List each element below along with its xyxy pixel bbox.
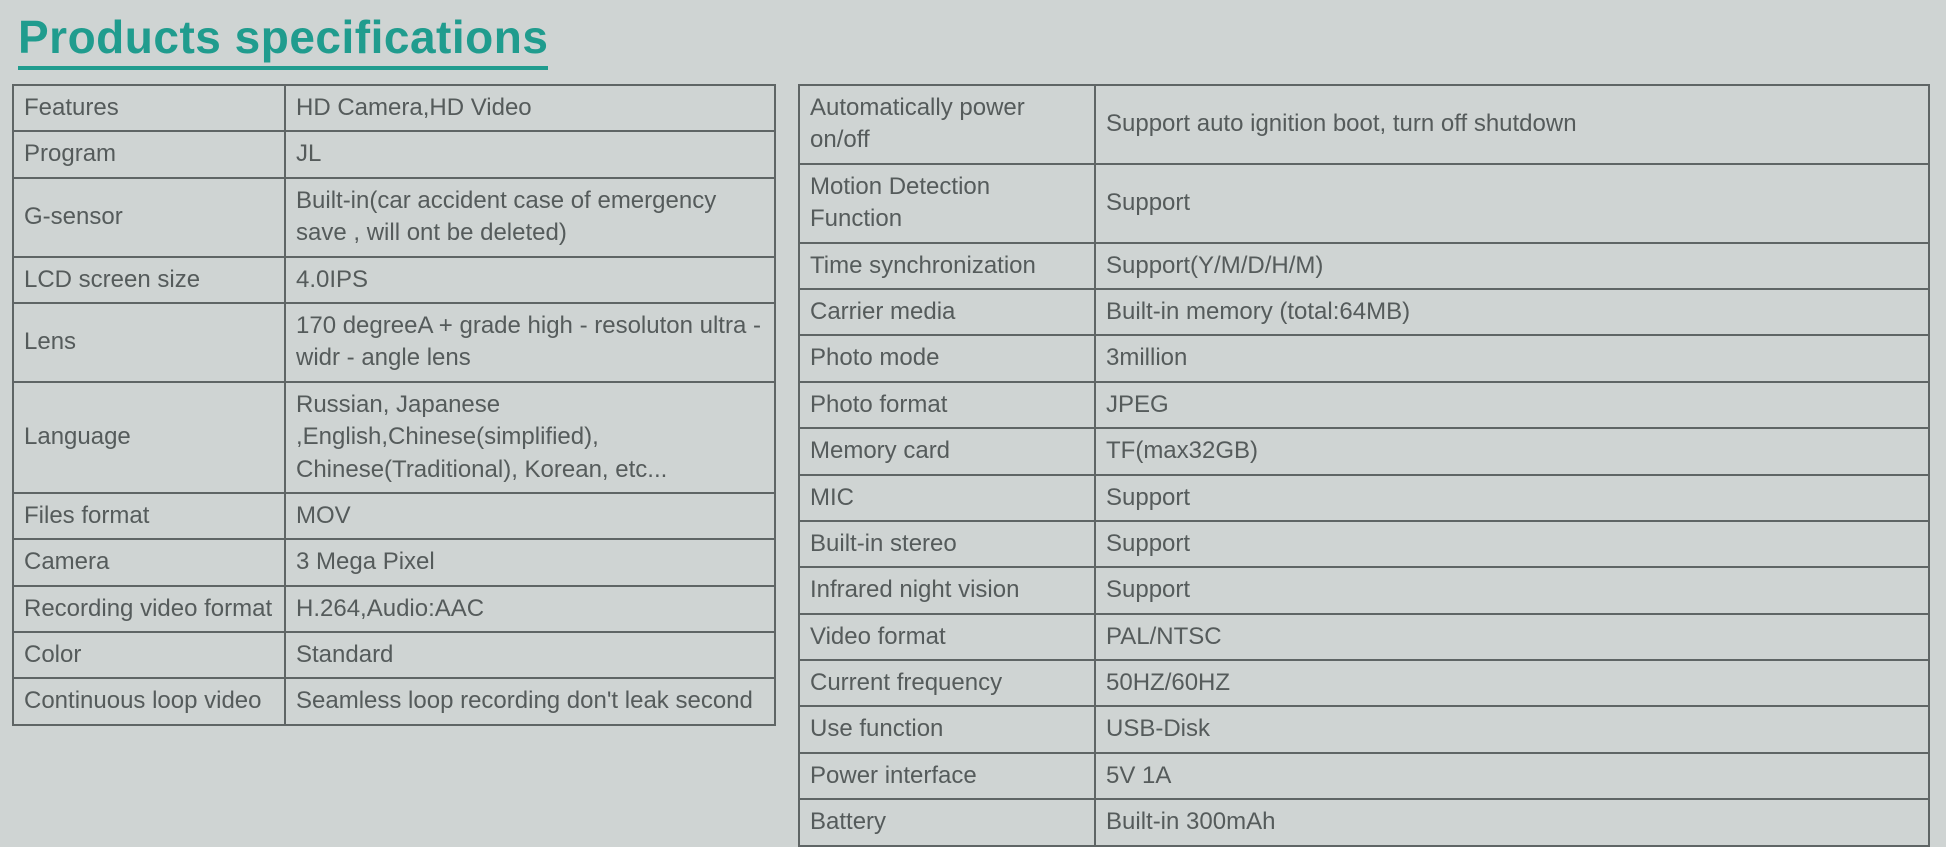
spec-table-left-wrap: FeaturesHD Camera,HD Video ProgramJL G-s…	[12, 84, 776, 726]
spec-value: Support	[1095, 521, 1929, 567]
spec-table-left: FeaturesHD Camera,HD Video ProgramJL G-s…	[12, 84, 776, 726]
table-row: Memory cardTF(max32GB)	[799, 428, 1929, 474]
spec-key: Use function	[799, 706, 1095, 752]
spec-key: LCD screen size	[13, 257, 285, 303]
spec-value: H.264,Audio:AAC	[285, 586, 775, 632]
table-row: Infrared night visionSupport	[799, 567, 1929, 613]
spec-value: Russian, Japanese ,English,Chinese(simpl…	[285, 382, 775, 493]
table-row: LanguageRussian, Japanese ,English,Chine…	[13, 382, 775, 493]
table-row: FeaturesHD Camera,HD Video	[13, 85, 775, 131]
spec-key: Files format	[13, 493, 285, 539]
spec-key: Color	[13, 632, 285, 678]
spec-value: 4.0IPS	[285, 257, 775, 303]
table-row: Files formatMOV	[13, 493, 775, 539]
table-row: Video formatPAL/NTSC	[799, 614, 1929, 660]
spec-value: Support	[1095, 164, 1929, 243]
spec-value: Built-in memory (total:64MB)	[1095, 289, 1929, 335]
spec-value: 3 Mega Pixel	[285, 539, 775, 585]
spec-key: MIC	[799, 475, 1095, 521]
spec-key: Program	[13, 131, 285, 177]
spec-key: Memory card	[799, 428, 1095, 474]
table-row: Current frequency50HZ/60HZ	[799, 660, 1929, 706]
spec-value: Built-in 300mAh	[1095, 799, 1929, 845]
spec-key: Automatically power on/off	[799, 85, 1095, 164]
spec-key: Motion Detection Function	[799, 164, 1095, 243]
spec-key: Time synchronization	[799, 243, 1095, 289]
table-row: LCD screen size4.0IPS	[13, 257, 775, 303]
table-row: Lens170 degreeA + grade high - resoluton…	[13, 303, 775, 382]
table-row: Built-in stereoSupport	[799, 521, 1929, 567]
table-row: MICSupport	[799, 475, 1929, 521]
spec-key: Infrared night vision	[799, 567, 1095, 613]
spec-key: G-sensor	[13, 178, 285, 257]
spec-key: Recording video format	[13, 586, 285, 632]
table-row: Motion Detection FunctionSupport	[799, 164, 1929, 243]
spec-value: Built-in(car accident case of emergency …	[285, 178, 775, 257]
spec-value: Standard	[285, 632, 775, 678]
spec-key: Language	[13, 382, 285, 493]
spec-value: Seamless loop recording don't leak secon…	[285, 678, 775, 724]
spec-value: Support	[1095, 567, 1929, 613]
spec-key: Camera	[13, 539, 285, 585]
spec-key: Lens	[13, 303, 285, 382]
spec-key: Built-in stereo	[799, 521, 1095, 567]
spec-value: 5V 1A	[1095, 753, 1929, 799]
spec-table-right: Automatically power on/offSupport auto i…	[798, 84, 1930, 847]
page-title: Products specifications	[18, 10, 548, 70]
spec-value: JPEG	[1095, 382, 1929, 428]
table-row: Automatically power on/offSupport auto i…	[799, 85, 1929, 164]
spec-key: Photo format	[799, 382, 1095, 428]
spec-value: HD Camera,HD Video	[285, 85, 775, 131]
table-row: BatteryBuilt-in 300mAh	[799, 799, 1929, 845]
spec-value: 50HZ/60HZ	[1095, 660, 1929, 706]
spec-key: Carrier media	[799, 289, 1095, 335]
spec-key: Current frequency	[799, 660, 1095, 706]
table-row: ColorStandard	[13, 632, 775, 678]
spec-value: PAL/NTSC	[1095, 614, 1929, 660]
spec-value: MOV	[285, 493, 775, 539]
spec-key: Power interface	[799, 753, 1095, 799]
spec-value: Support auto ignition boot, turn off shu…	[1095, 85, 1929, 164]
spec-key: Features	[13, 85, 285, 131]
spec-value: Support(Y/M/D/H/M)	[1095, 243, 1929, 289]
spec-value: JL	[285, 131, 775, 177]
table-row: Camera3 Mega Pixel	[13, 539, 775, 585]
spec-columns: FeaturesHD Camera,HD Video ProgramJL G-s…	[12, 84, 1934, 847]
table-row: Photo formatJPEG	[799, 382, 1929, 428]
spec-table-right-wrap: Automatically power on/offSupport auto i…	[798, 84, 1930, 847]
spec-value: Support	[1095, 475, 1929, 521]
spec-key: Video format	[799, 614, 1095, 660]
table-row: Use functionUSB-Disk	[799, 706, 1929, 752]
table-row: Time synchronizationSupport(Y/M/D/H/M)	[799, 243, 1929, 289]
table-row: Continuous loop videoSeamless loop recor…	[13, 678, 775, 724]
table-row: Photo mode3million	[799, 335, 1929, 381]
spec-key: Continuous loop video	[13, 678, 285, 724]
table-row: Recording video formatH.264,Audio:AAC	[13, 586, 775, 632]
spec-value: TF(max32GB)	[1095, 428, 1929, 474]
spec-key: Photo mode	[799, 335, 1095, 381]
spec-key: Battery	[799, 799, 1095, 845]
table-row: Carrier mediaBuilt-in memory (total:64MB…	[799, 289, 1929, 335]
spec-value: 3million	[1095, 335, 1929, 381]
table-row: ProgramJL	[13, 131, 775, 177]
table-row: G-sensorBuilt-in(car accident case of em…	[13, 178, 775, 257]
table-row: Power interface5V 1A	[799, 753, 1929, 799]
spec-value: USB-Disk	[1095, 706, 1929, 752]
spec-value: 170 degreeA + grade high - resoluton ult…	[285, 303, 775, 382]
